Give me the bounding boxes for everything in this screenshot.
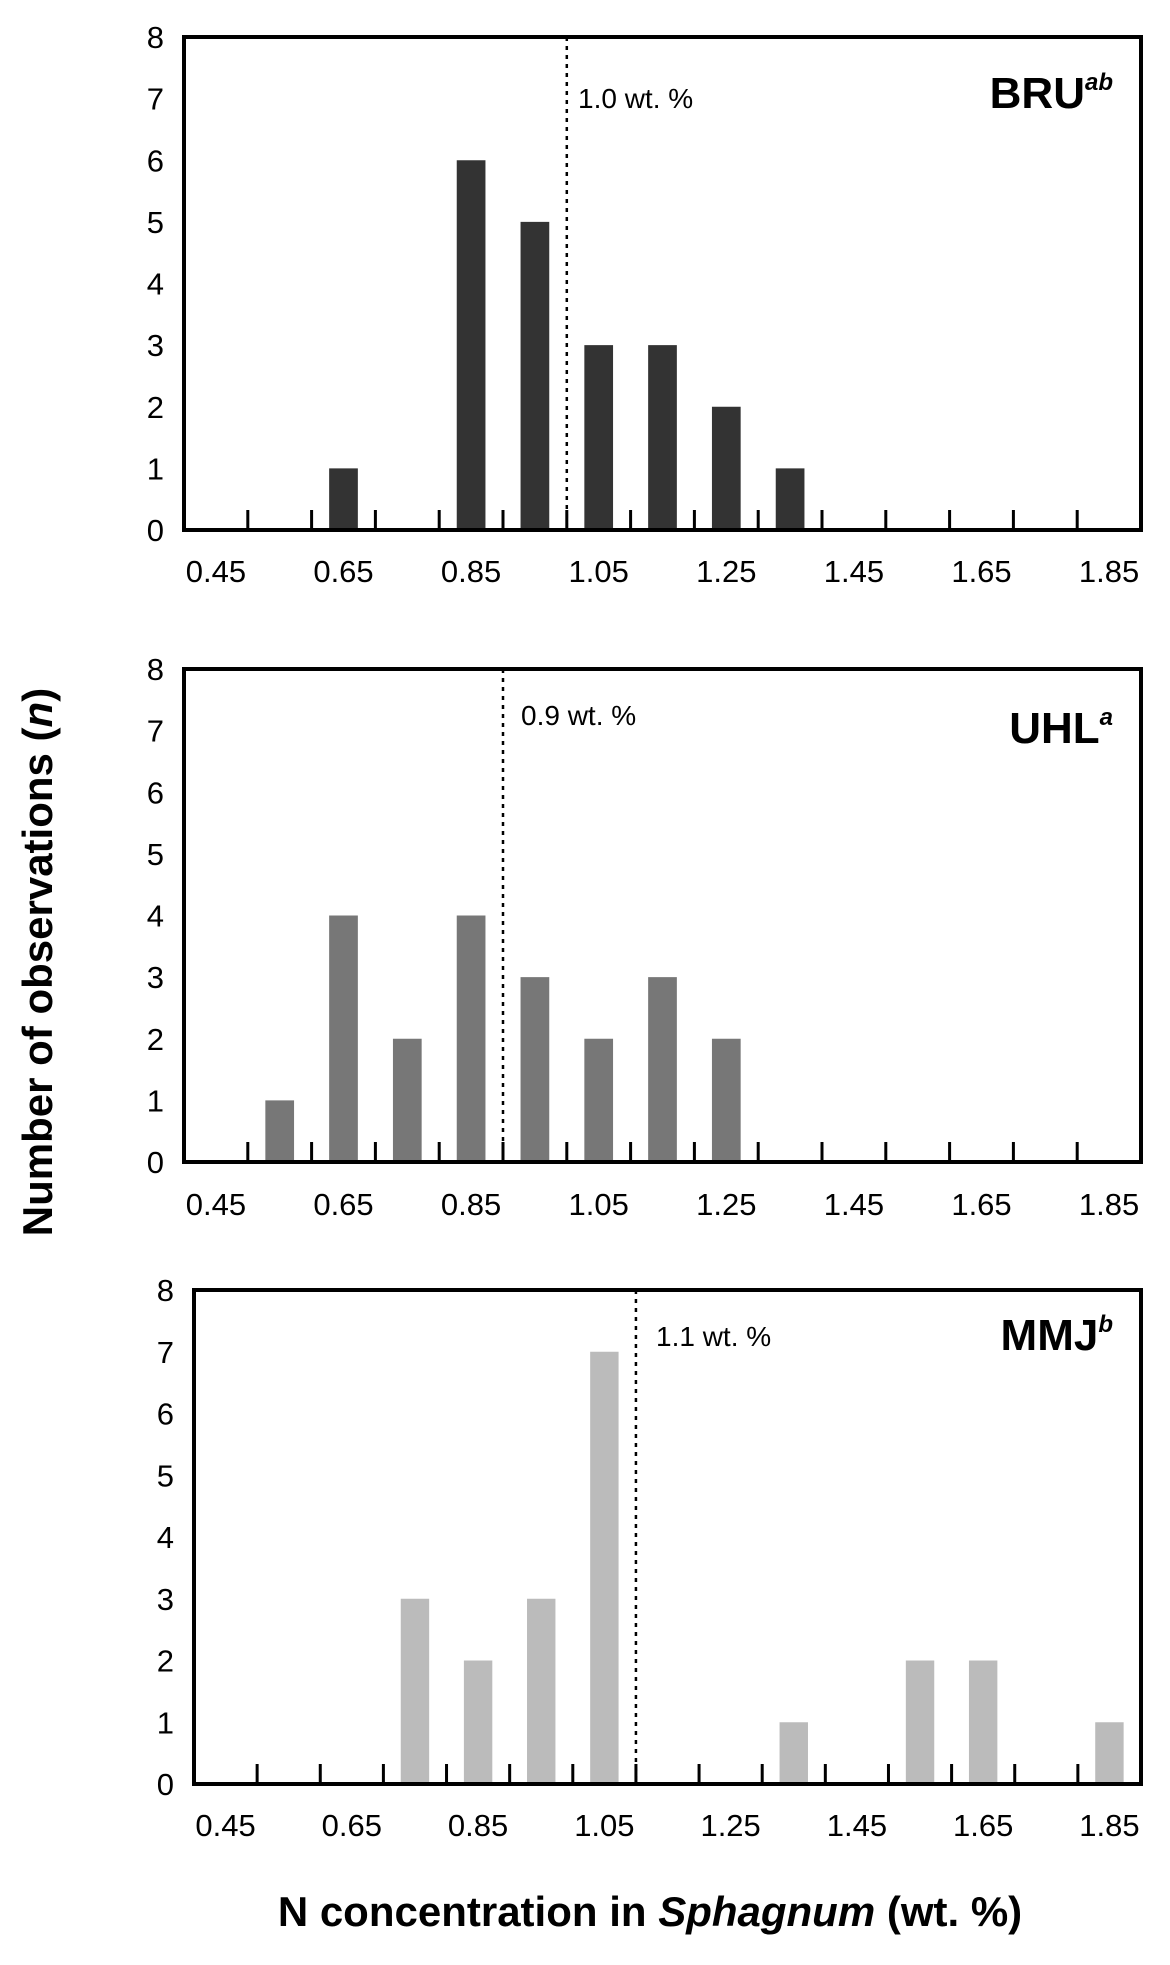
x-tick-label: 1.05 [574, 1808, 634, 1843]
x-tick-label: 0.45 [195, 1808, 255, 1843]
bar [456, 160, 486, 530]
bar [590, 1351, 619, 1784]
x-tick-label: 0.85 [448, 1808, 508, 1843]
bar [520, 221, 550, 530]
plot-frame [182, 667, 1143, 1164]
x-tick-label: 1.85 [1079, 554, 1139, 589]
chart-panel-uhl: 0.9 wt. % 0.45 0.65 0.85 1.05 1.25 1.45 1.65 1.8… [147, 652, 1143, 1222]
x-tick-label: 0.85 [441, 1187, 501, 1222]
bar [329, 915, 358, 1162]
bar [456, 915, 486, 1162]
x-tick-label: 1.45 [824, 1187, 884, 1222]
bar [711, 406, 741, 530]
bar [905, 1660, 935, 1784]
x-tick-label: 0.85 [441, 554, 501, 589]
y-tick-label: 4 [157, 1520, 174, 1555]
bar [527, 1598, 556, 1784]
bar [463, 1660, 493, 1784]
bar [584, 345, 614, 530]
y-tick-label: 6 [157, 1397, 174, 1432]
reference-line-label: 1.1 wt. % [656, 1321, 771, 1352]
x-tick-label: 0.65 [322, 1808, 382, 1843]
bar [392, 1038, 422, 1162]
x-tick-label: 1.45 [824, 554, 884, 589]
x-tick-label: 0.65 [313, 1187, 373, 1222]
reference-line-label: 0.9 wt. % [521, 700, 636, 731]
plot-frame [192, 1288, 1143, 1786]
y-tick-label: 4 [147, 899, 164, 934]
bar [520, 977, 550, 1162]
y-axis-title: Number of observations (n) [14, 688, 61, 1236]
panel-title: UHLa [1009, 704, 1113, 753]
x-tick-label: 1.05 [569, 554, 629, 589]
y-tick-label: 5 [157, 1458, 174, 1493]
x-tick-label: 1.25 [696, 554, 756, 589]
y-tick-label: 0 [147, 1145, 164, 1180]
y-tick-label: 2 [147, 1022, 164, 1057]
bar [1095, 1722, 1124, 1784]
x-axis-title: N concentration in Sphagnum (wt. %) [278, 1888, 1022, 1935]
bar [329, 468, 358, 530]
bar [775, 468, 805, 530]
bar [648, 977, 677, 1162]
y-tick-label: 3 [147, 328, 164, 363]
x-tick-label: 1.65 [953, 1808, 1013, 1843]
chart-panel-bru: 1.0 wt. % 0.45 0.65 0.85 1.05 1.25 1.45 1.65 1.8… [147, 20, 1143, 589]
y-tick-label: 6 [147, 775, 164, 810]
y-tick-label: 7 [147, 714, 164, 749]
y-tick-label: 6 [147, 143, 164, 178]
panel-title: BRUab [990, 69, 1113, 118]
x-tick-label: 0.45 [186, 1187, 246, 1222]
y-tick-label: 5 [147, 205, 164, 240]
x-tick-label: 1.25 [696, 1187, 756, 1222]
x-tick-label: 1.85 [1079, 1187, 1139, 1222]
y-tick-label: 8 [147, 20, 164, 55]
bar [968, 1660, 998, 1784]
bar [584, 1038, 614, 1162]
y-tick-label: 7 [147, 82, 164, 117]
reference-line-label: 1.0 wt. % [578, 83, 693, 114]
y-tick-label: 7 [157, 1335, 174, 1370]
bar [711, 1038, 741, 1162]
y-tick-label: 8 [147, 652, 164, 687]
bar [400, 1598, 430, 1784]
plot-frame [182, 35, 1143, 532]
y-tick-label: 8 [157, 1273, 174, 1308]
y-tick-label: 3 [147, 960, 164, 995]
bar [648, 345, 677, 530]
y-tick-label: 2 [157, 1644, 174, 1679]
x-tick-label: 1.45 [827, 1808, 887, 1843]
x-tick-label: 1.65 [951, 554, 1011, 589]
y-tick-label: 2 [147, 390, 164, 425]
y-tick-label: 1 [157, 1705, 174, 1740]
y-tick-label: 5 [147, 837, 164, 872]
x-tick-label: 0.65 [313, 554, 373, 589]
x-tick-label: 1.05 [569, 1187, 629, 1222]
y-tick-label: 4 [147, 267, 164, 302]
x-tick-label: 1.65 [951, 1187, 1011, 1222]
chart-panel-mmj: 1.1 wt. % 0.45 0.65 0.85 1.05 1.25 1.45 1.65 1.8… [157, 1273, 1143, 1843]
x-tick-label: 1.85 [1079, 1808, 1139, 1843]
y-tick-label: 1 [147, 451, 164, 486]
x-tick-label: 0.45 [186, 554, 246, 589]
y-tick-label: 0 [147, 513, 164, 548]
panel-title: MMJb [1001, 1311, 1113, 1360]
y-tick-label: 3 [157, 1582, 174, 1617]
bar [265, 1100, 295, 1162]
bar [779, 1722, 808, 1784]
y-tick-label: 1 [147, 1083, 164, 1118]
x-tick-label: 1.25 [700, 1808, 760, 1843]
y-tick-label: 0 [157, 1767, 174, 1802]
